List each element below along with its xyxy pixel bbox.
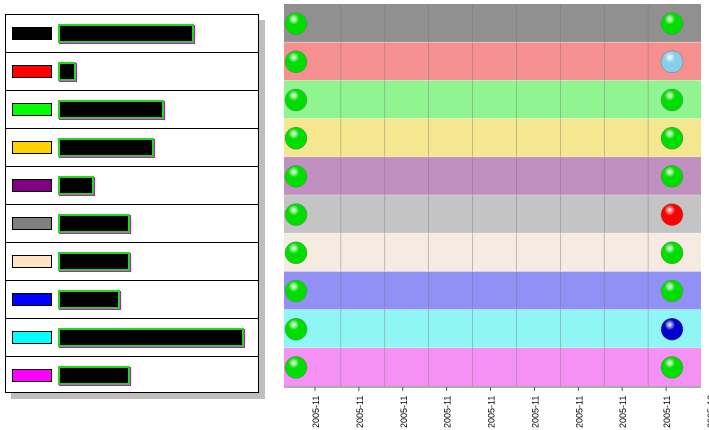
- legend-label-redacted: [58, 24, 194, 43]
- status-marker: [660, 279, 684, 303]
- row-band: [284, 4, 701, 43]
- legend-label-redacted: [58, 176, 94, 195]
- status-marker: [660, 50, 684, 74]
- status-marker: [284, 50, 308, 74]
- row-band: [284, 195, 701, 234]
- row-band: [284, 271, 701, 310]
- row-band: [284, 156, 701, 195]
- legend-item: [6, 129, 258, 167]
- legend-item: [6, 205, 258, 243]
- status-marker: [284, 203, 308, 226]
- status-marker: [284, 317, 308, 341]
- legend-swatch: [12, 103, 52, 116]
- row-band: [284, 309, 701, 348]
- legend: [5, 14, 259, 393]
- x-tick-label: 2005-11: [662, 396, 672, 428]
- row-band: [284, 42, 701, 81]
- legend-item: [6, 319, 258, 357]
- legend-swatch: [12, 179, 52, 192]
- row-band: [284, 80, 701, 119]
- legend-label-redacted: [58, 100, 164, 119]
- legend-swatch: [12, 369, 52, 382]
- legend-item: [6, 357, 258, 395]
- legend-label-redacted: [58, 290, 120, 309]
- legend-swatch: [12, 293, 52, 306]
- legend-label-redacted: [58, 138, 154, 157]
- legend-item: [6, 167, 258, 205]
- x-tick-label: 2005-11: [443, 396, 453, 428]
- status-marker: [660, 241, 684, 265]
- status-marker: [284, 241, 308, 265]
- x-tick-label: 2005-11: [530, 396, 540, 428]
- legend-swatch: [12, 27, 52, 40]
- status-marker: [284, 126, 308, 150]
- x-tick-label: 2005-12: [706, 395, 709, 428]
- legend-swatch: [12, 217, 52, 230]
- status-marker: [284, 88, 308, 112]
- legend-label-redacted: [58, 214, 130, 233]
- legend-item: [6, 281, 258, 319]
- status-marker: [284, 165, 308, 188]
- legend-label-redacted: [58, 366, 130, 385]
- status-marker: [284, 279, 308, 303]
- x-tick-label: 2005-11: [399, 396, 409, 428]
- legend-swatch: [12, 255, 52, 268]
- row-band: [284, 233, 701, 272]
- legend-swatch: [12, 65, 52, 78]
- status-marker: [660, 88, 684, 112]
- status-marker: [660, 12, 684, 35]
- legend-item: [6, 15, 258, 53]
- x-tick-label: 2005-11: [618, 396, 628, 428]
- legend-label-redacted: [58, 328, 244, 347]
- x-tick-label: 2005-11: [487, 396, 497, 428]
- row-band: [284, 347, 701, 386]
- legend-label-redacted: [58, 252, 130, 271]
- x-tick-label: 2005-11: [355, 396, 365, 428]
- legend-item: [6, 243, 258, 281]
- legend-label-redacted: [58, 62, 76, 81]
- row-band: [284, 118, 701, 157]
- status-marker: [660, 165, 684, 188]
- status-marker: [660, 126, 684, 150]
- status-marker: [660, 203, 684, 226]
- status-marker: [284, 12, 308, 35]
- status-marker: [660, 317, 684, 341]
- legend-swatch: [12, 141, 52, 154]
- status-marker: [660, 356, 684, 379]
- x-tick-label: 2005-11: [574, 396, 584, 428]
- legend-item: [6, 53, 258, 91]
- status-marker: [284, 356, 308, 379]
- legend-swatch: [12, 331, 52, 344]
- legend-item: [6, 91, 258, 129]
- x-tick-label: 2005-11: [311, 396, 321, 428]
